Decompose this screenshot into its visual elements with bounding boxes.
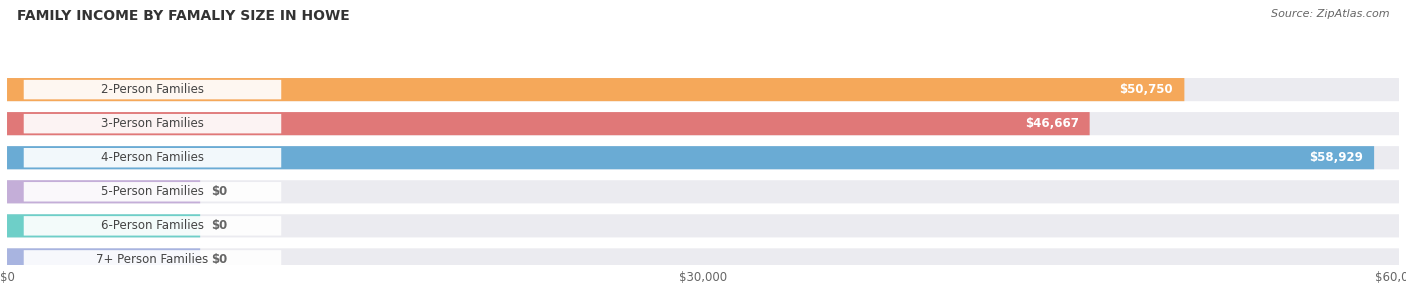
- FancyBboxPatch shape: [7, 146, 1399, 169]
- Text: 7+ Person Families: 7+ Person Families: [97, 253, 208, 266]
- Text: 5-Person Families: 5-Person Families: [101, 185, 204, 198]
- Text: 4-Person Families: 4-Person Families: [101, 151, 204, 164]
- FancyBboxPatch shape: [24, 216, 281, 235]
- FancyBboxPatch shape: [7, 214, 1399, 237]
- Text: 3-Person Families: 3-Person Families: [101, 117, 204, 130]
- FancyBboxPatch shape: [7, 112, 1090, 135]
- Text: 6-Person Families: 6-Person Families: [101, 219, 204, 232]
- FancyBboxPatch shape: [7, 78, 1399, 101]
- FancyBboxPatch shape: [7, 180, 200, 203]
- FancyBboxPatch shape: [7, 248, 200, 271]
- FancyBboxPatch shape: [24, 250, 281, 270]
- FancyBboxPatch shape: [7, 146, 1374, 169]
- FancyBboxPatch shape: [24, 80, 281, 99]
- FancyBboxPatch shape: [24, 182, 281, 202]
- Text: Source: ZipAtlas.com: Source: ZipAtlas.com: [1271, 9, 1389, 19]
- FancyBboxPatch shape: [7, 78, 1184, 101]
- Text: FAMILY INCOME BY FAMALIY SIZE IN HOWE: FAMILY INCOME BY FAMALIY SIZE IN HOWE: [17, 9, 350, 23]
- FancyBboxPatch shape: [7, 214, 200, 237]
- Text: 2-Person Families: 2-Person Families: [101, 83, 204, 96]
- FancyBboxPatch shape: [7, 180, 1399, 203]
- FancyBboxPatch shape: [24, 114, 281, 133]
- Text: $50,750: $50,750: [1119, 83, 1173, 96]
- FancyBboxPatch shape: [7, 112, 1399, 135]
- FancyBboxPatch shape: [7, 248, 1399, 271]
- FancyBboxPatch shape: [24, 148, 281, 167]
- Text: $46,667: $46,667: [1025, 117, 1078, 130]
- Text: $0: $0: [211, 253, 228, 266]
- Text: $0: $0: [211, 219, 228, 232]
- Text: $0: $0: [211, 185, 228, 198]
- Text: $58,929: $58,929: [1309, 151, 1362, 164]
